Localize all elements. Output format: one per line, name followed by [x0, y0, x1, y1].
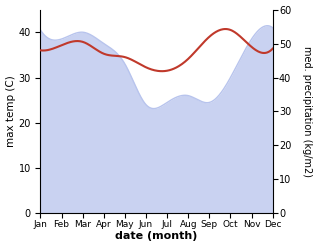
Y-axis label: med. precipitation (kg/m2): med. precipitation (kg/m2): [302, 46, 313, 177]
X-axis label: date (month): date (month): [115, 231, 198, 242]
Y-axis label: max temp (C): max temp (C): [5, 76, 16, 147]
